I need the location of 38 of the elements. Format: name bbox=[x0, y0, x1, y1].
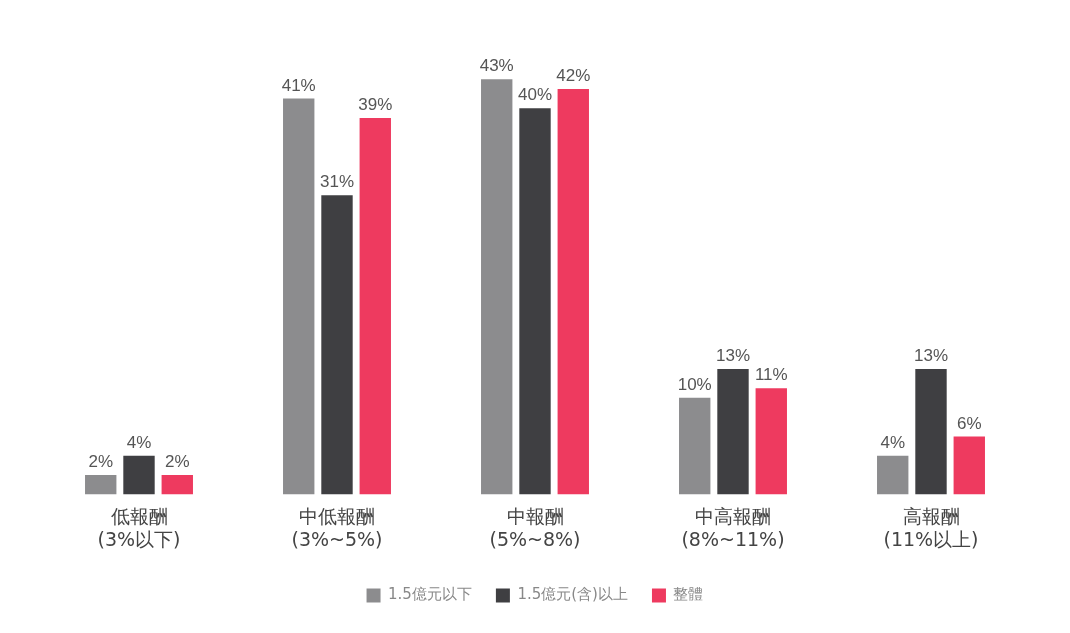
bar bbox=[85, 475, 117, 495]
data-label: 4% bbox=[126, 432, 152, 452]
bar bbox=[877, 455, 909, 495]
bar bbox=[519, 108, 551, 495]
bar bbox=[123, 455, 155, 495]
x-tick-label: 中報酬 (5%~8%) bbox=[489, 504, 581, 550]
bar bbox=[953, 436, 985, 495]
data-label: 13% bbox=[715, 346, 751, 366]
legend-label: 1.5億元(含)以上 bbox=[517, 585, 628, 604]
data-label: 2% bbox=[164, 452, 190, 472]
data-label: 6% bbox=[956, 413, 982, 433]
data-label: 40% bbox=[517, 85, 553, 105]
x-tick-label: 低報酬 (3%以下) bbox=[97, 504, 181, 550]
bar bbox=[679, 397, 711, 495]
data-label: 4% bbox=[880, 432, 906, 452]
data-label: 42% bbox=[556, 66, 591, 86]
bar bbox=[481, 79, 513, 495]
data-label: 10% bbox=[677, 375, 712, 395]
data-label: 43% bbox=[479, 56, 514, 76]
bar bbox=[359, 117, 391, 495]
data-label: 13% bbox=[913, 346, 949, 366]
data-label: 31% bbox=[319, 172, 355, 192]
bar bbox=[283, 98, 315, 495]
bar bbox=[557, 88, 589, 495]
bar bbox=[321, 195, 353, 495]
bar bbox=[717, 368, 749, 495]
bar bbox=[755, 388, 787, 495]
x-tick-label: 中低報酬 (3%~5%) bbox=[291, 504, 383, 550]
bar bbox=[161, 475, 193, 495]
data-label: 41% bbox=[281, 75, 316, 95]
data-label: 11% bbox=[754, 365, 788, 385]
legend-label: 1.5億元以下 bbox=[388, 585, 472, 604]
x-tick-label: 高報酬 (11%以上) bbox=[883, 504, 979, 550]
x-tick-label: 中高報酬 (8%~11%) bbox=[681, 504, 785, 550]
data-label: 39% bbox=[358, 95, 393, 115]
data-label: 2% bbox=[88, 452, 114, 472]
legend-label: 整體 bbox=[673, 585, 704, 604]
bar bbox=[915, 368, 947, 495]
